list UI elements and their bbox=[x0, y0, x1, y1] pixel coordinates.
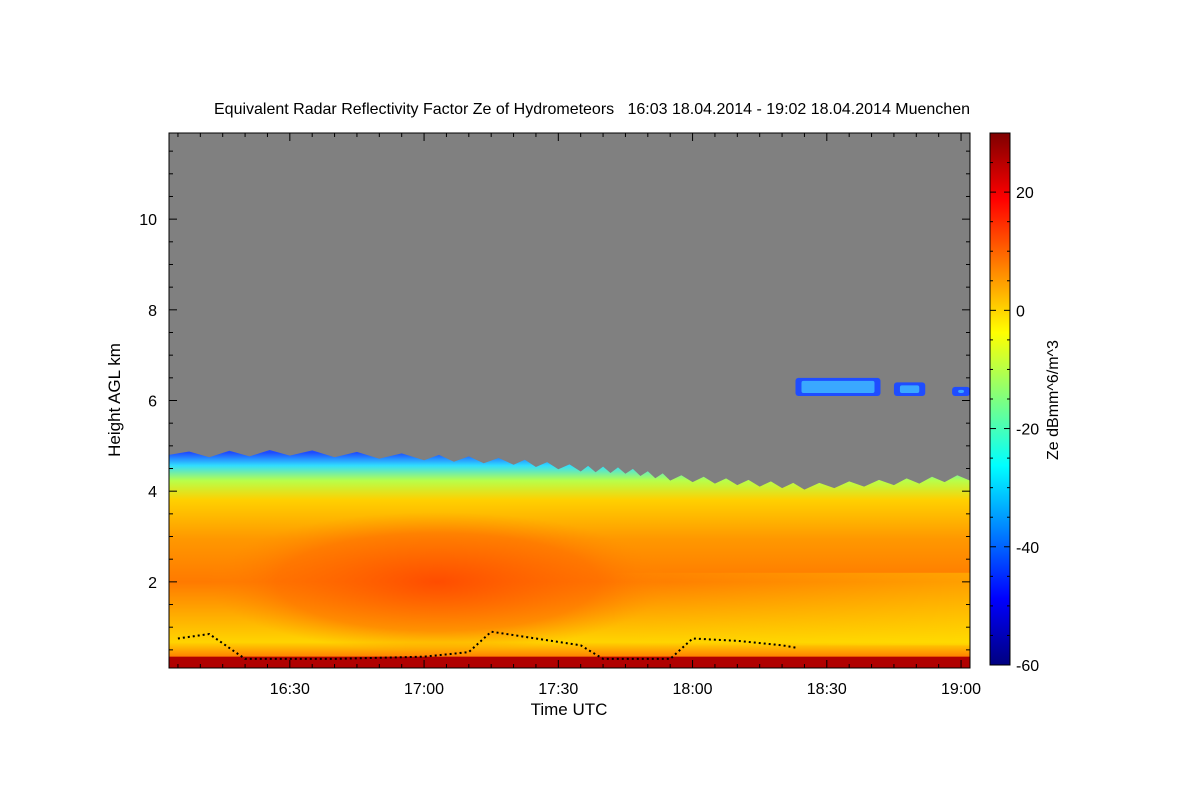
y-tick-label: 4 bbox=[148, 484, 157, 501]
y-tick-label: 2 bbox=[148, 575, 157, 592]
x-tick-label: 19:00 bbox=[941, 681, 981, 698]
x-axis-label: Time UTC bbox=[531, 700, 608, 719]
x-axis: 16:30 17:00 17:30 18:00 18:30 19:00 bbox=[177, 133, 981, 698]
upper-cloud-layer bbox=[795, 377, 970, 396]
y-tick-label: 10 bbox=[139, 212, 157, 229]
y-tick-label: 8 bbox=[148, 303, 157, 320]
upper-cloud-core bbox=[899, 385, 920, 393]
colorbar-ticks: 20 0 -20 -40 -60 bbox=[990, 132, 1039, 675]
reflectivity-right-shade bbox=[169, 572, 970, 646]
colorbar-tick-label: 0 bbox=[1016, 303, 1025, 320]
y-tick-label: 6 bbox=[148, 394, 157, 411]
colorbar-tick-label: -20 bbox=[1016, 422, 1039, 439]
x-tick-label: 17:00 bbox=[404, 681, 444, 698]
colorbar: 20 0 -20 -40 -60 bbox=[989, 132, 1039, 675]
y-axis-label: Height AGL km bbox=[105, 343, 124, 457]
colorbar-tick-label: -60 bbox=[1016, 658, 1039, 675]
colorbar-tick-label: 20 bbox=[1016, 185, 1034, 202]
x-tick-label: 18:00 bbox=[673, 681, 713, 698]
y-axis: 2 4 6 8 10 bbox=[139, 150, 970, 651]
colorbar-tick-label: -40 bbox=[1016, 540, 1039, 557]
x-tick-label: 16:30 bbox=[270, 681, 310, 698]
colorbar-label: Ze dBmm^6/m^3 bbox=[1045, 340, 1062, 460]
upper-cloud-core bbox=[801, 380, 875, 393]
surface-clutter-band bbox=[169, 656, 970, 668]
plot-area bbox=[169, 133, 970, 668]
upper-cloud-core bbox=[958, 389, 964, 393]
chart-title: Equivalent Radar Reflectivity Factor Ze … bbox=[214, 101, 970, 118]
x-tick-label: 17:30 bbox=[538, 681, 578, 698]
cloud-base-line bbox=[177, 630, 796, 660]
x-tick-label: 18:30 bbox=[807, 681, 847, 698]
